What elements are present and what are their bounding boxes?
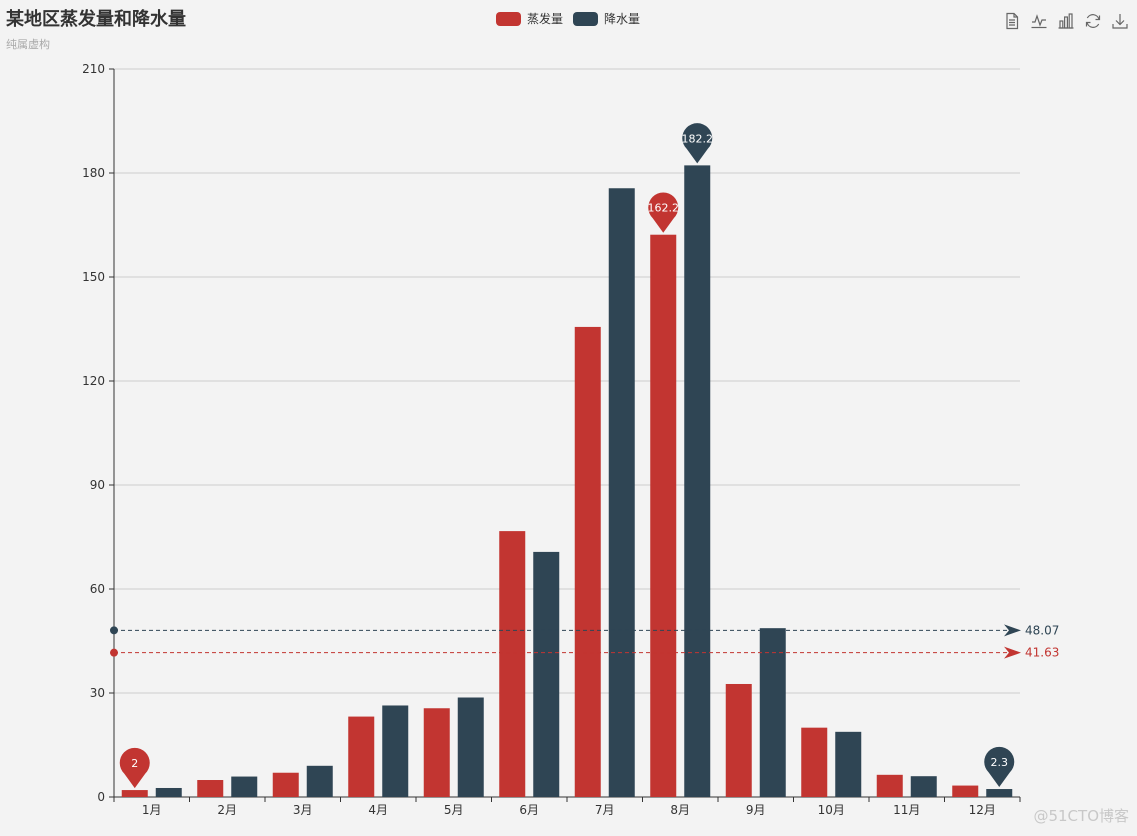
bar-precipitation: [910, 776, 937, 797]
bar-evaporation: [272, 772, 299, 797]
markpoint-label: 2: [131, 757, 138, 770]
legend-swatch-precipitation: [573, 11, 599, 26]
legend-item-evaporation[interactable]: 蒸发量: [496, 10, 563, 27]
x-tick-label: 4月: [368, 803, 388, 817]
x-tick-label: 10月: [818, 803, 845, 817]
markline-arrow: [1004, 646, 1021, 659]
x-tick-label: 3月: [293, 803, 313, 817]
line-chart-icon[interactable]: [1030, 12, 1048, 30]
legend-label-precipitation: 降水量: [604, 12, 641, 26]
y-tick-label: 120: [82, 374, 105, 388]
y-tick-label: 90: [90, 478, 105, 492]
watermark: @51CTO博客: [1033, 807, 1129, 825]
x-tick-label: 8月: [670, 803, 690, 817]
bar-precipitation: [759, 628, 786, 797]
bar-evaporation: [423, 708, 450, 797]
bar-precipitation: [155, 787, 182, 797]
bar-precipitation: [231, 776, 258, 797]
bar-precipitation: [608, 188, 635, 798]
bar-precipitation: [684, 165, 711, 797]
bar-evaporation: [121, 790, 148, 797]
markline-arrow: [1004, 624, 1021, 637]
chart-subtitle: 纯属虚构: [6, 38, 50, 51]
bar-chart-icon[interactable]: [1057, 12, 1075, 30]
legend: 蒸发量 降水量: [496, 10, 640, 27]
legend-label-evaporation: 蒸发量: [527, 12, 564, 26]
average-markline-label: 48.07: [1025, 623, 1059, 637]
bar-evaporation: [801, 727, 828, 797]
bar-evaporation: [650, 234, 677, 797]
legend-item-precipitation[interactable]: 降水量: [573, 10, 640, 27]
bar-precipitation: [986, 789, 1013, 797]
x-tick-label: 5月: [444, 803, 464, 817]
toolbox: [1003, 12, 1129, 30]
title-block: 某地区蒸发量和降水量 纯属虚构: [6, 8, 186, 52]
bar-evaporation: [197, 780, 224, 797]
markline-start-dot: [110, 648, 118, 657]
data-view-icon[interactable]: [1003, 12, 1021, 30]
y-tick-label: 210: [82, 62, 105, 76]
markpoint-label: 162.2: [648, 202, 680, 215]
bar-precipitation: [306, 765, 333, 797]
y-tick-label: 60: [90, 582, 105, 596]
y-tick-label: 0: [97, 790, 105, 804]
markpoint-pin: [648, 192, 679, 233]
x-tick-label: 2月: [217, 803, 237, 817]
bar-precipitation: [382, 705, 409, 797]
x-tick-label: 7月: [595, 803, 615, 817]
markpoint-pin: [119, 747, 150, 789]
chart-title: 某地区蒸发量和降水量: [6, 9, 186, 30]
markpoint-label: 2.3: [991, 756, 1009, 769]
restore-icon[interactable]: [1084, 12, 1102, 30]
x-tick-label: 9月: [746, 803, 766, 817]
bar-precipitation: [457, 697, 484, 797]
bar-precipitation: [533, 551, 560, 797]
legend-swatch-evaporation: [496, 11, 521, 26]
y-tick-label: 150: [82, 270, 105, 284]
markpoint-pin: [984, 746, 1015, 788]
bar-evaporation: [499, 531, 526, 797]
bar-evaporation: [952, 785, 979, 797]
bar-precipitation: [835, 731, 862, 797]
x-tick-label: 6月: [519, 803, 539, 817]
x-tick-label: 11月: [893, 803, 920, 817]
save-image-icon[interactable]: [1111, 12, 1129, 30]
average-markline-label: 41.63: [1025, 646, 1059, 660]
y-tick-label: 180: [82, 166, 105, 180]
bar-evaporation: [876, 774, 903, 797]
bar-evaporation: [574, 326, 601, 797]
bar-evaporation: [725, 683, 752, 797]
y-tick-label: 30: [90, 686, 105, 700]
markline-start-dot: [110, 626, 118, 635]
markpoint-label: 182.2: [682, 132, 714, 145]
markpoint-pin: [682, 123, 713, 164]
x-tick-label: 12月: [969, 803, 996, 817]
x-tick-label: 1月: [142, 803, 162, 817]
bar-evaporation: [348, 716, 375, 797]
